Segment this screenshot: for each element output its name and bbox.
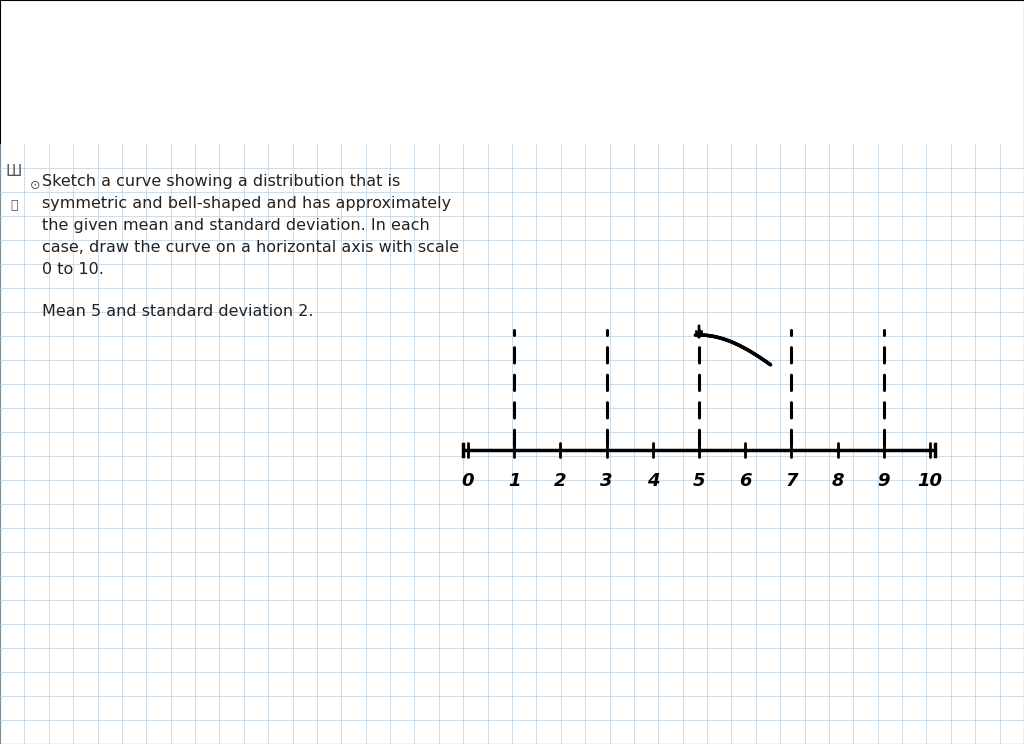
Text: 10: 10 [918, 472, 942, 490]
Text: View: View [200, 46, 229, 60]
Text: 9: 9 [878, 472, 890, 490]
Text: the given mean and standard deviation. In each: the given mean and standard deviation. I… [42, 218, 430, 233]
Text: Sketch a curve showing a distribution that is: Sketch a curve showing a distribution th… [42, 174, 400, 189]
Text: 0 to 10.: 0 to 10. [42, 262, 103, 277]
Text: ⊙: ⊙ [30, 179, 41, 192]
Text: ←  →: ← → [15, 16, 47, 30]
Text: 6: 6 [739, 472, 752, 490]
Text: 5: 5 [693, 472, 706, 490]
Text: Ink to Shape: Ink to Shape [600, 83, 670, 93]
Text: 0: 0 [462, 472, 474, 490]
Text: 🔍: 🔍 [10, 199, 17, 212]
Text: 1: 1 [508, 472, 520, 490]
Text: 3: 3 [600, 472, 612, 490]
Text: Tuesday, February 8, 2022     11:22 AM: Tuesday, February 8, 2022 11:22 AM [59, 112, 278, 122]
Text: 7: 7 [785, 472, 798, 490]
Text: —  □  ✕: — □ ✕ [935, 16, 985, 30]
Text: symmetric and bell-shaped and has approximately: symmetric and bell-shaped and has approx… [42, 196, 452, 211]
Text: 8: 8 [831, 472, 844, 490]
Text: Draw: Draw [146, 46, 183, 60]
Text: Shapes: Shapes [530, 83, 570, 93]
Text: Luke Finney: Luke Finney [834, 16, 907, 30]
Text: Ink to Text: Ink to Text [690, 83, 748, 93]
Text: Insert: Insert [97, 46, 133, 60]
Text: Help: Help [246, 46, 274, 60]
Text: 4: 4 [646, 472, 659, 490]
Text: OneNote for Windows 10: OneNote for Windows 10 [426, 16, 598, 30]
Text: Math: Math [810, 83, 838, 93]
Text: Saved offline (auto sync is off): Saved offline (auto sync is off) [700, 48, 870, 58]
Text: Ш: Ш [6, 164, 23, 179]
Text: 2: 2 [554, 472, 566, 490]
Text: Share: Share [930, 46, 967, 60]
Text: Home: Home [42, 46, 79, 60]
Text: Mean 5 and standard deviation 2.: Mean 5 and standard deviation 2. [42, 304, 313, 319]
Text: case, draw the curve on a horizontal axis with scale: case, draw the curve on a horizontal axi… [42, 240, 459, 255]
Text: Ruler: Ruler [755, 83, 784, 93]
